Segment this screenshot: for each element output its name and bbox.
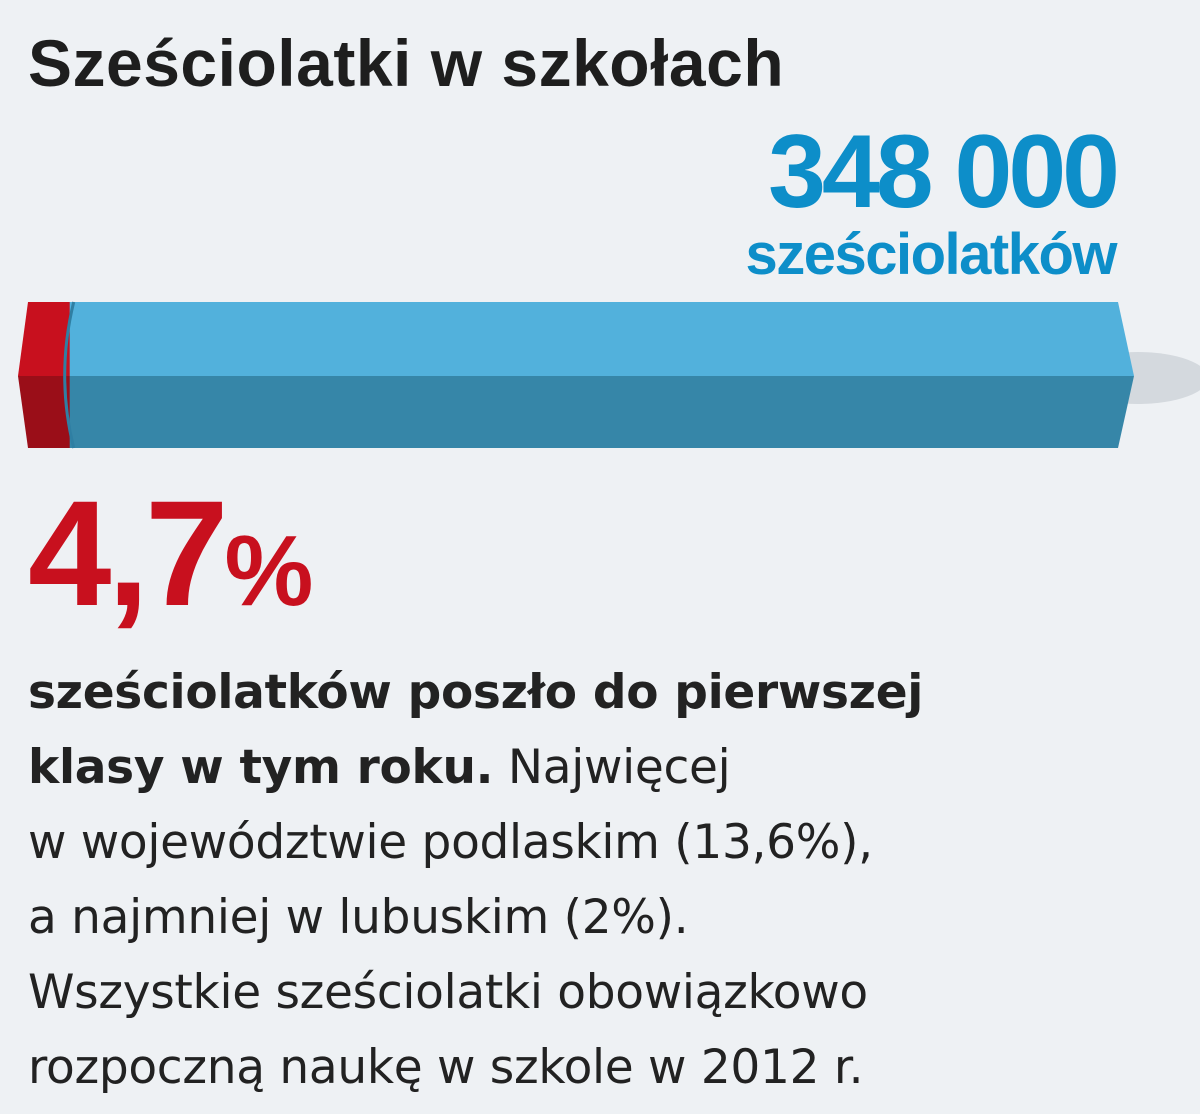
total-callout: 348 000 sześciolatków — [745, 114, 1120, 287]
bar-segment-1-top — [18, 302, 74, 376]
highlight-percent: 4,7% — [28, 478, 313, 628]
description-line-5: Wszystkie sześciolatki obowiązkowo — [28, 965, 868, 1020]
description-bold-line-2: klasy w tym roku. — [28, 740, 494, 795]
total-unit: sześciolatków — [745, 222, 1117, 287]
chart-title: Sześciolatki w szkołach — [28, 26, 785, 100]
total-value: 348 000 — [768, 114, 1120, 230]
stacked-bar-chart — [18, 301, 1200, 449]
bar-segment-2-bottom — [69, 376, 1135, 448]
highlight-percent-sign: % — [224, 515, 314, 627]
description-text: sześciolatków poszło do pierwszej klasy … — [28, 655, 1188, 1105]
bar-segment-divider — [63, 301, 76, 449]
description-normal-line-2: Najwięcej — [493, 740, 731, 795]
highlight-percent-value: 4,7 — [28, 469, 229, 637]
description-line-3: w województwie podlaskim (13,6%), — [28, 815, 873, 870]
description-line-1: sześciolatków poszło do pierwszej — [28, 655, 1188, 730]
bar-segment-1-bottom — [18, 376, 74, 448]
description-line-6: rozpoczną naukę w szkole w 2012 r. — [28, 1040, 864, 1095]
description-line-4: a najmniej w lubuskim (2%). — [28, 890, 689, 945]
description-bold-line-1: sześciolatków poszło do pierwszej — [28, 665, 924, 720]
bar-segment-2-top — [69, 302, 1135, 376]
description-line-2: klasy w tym roku. Najwięcej — [28, 730, 1188, 805]
